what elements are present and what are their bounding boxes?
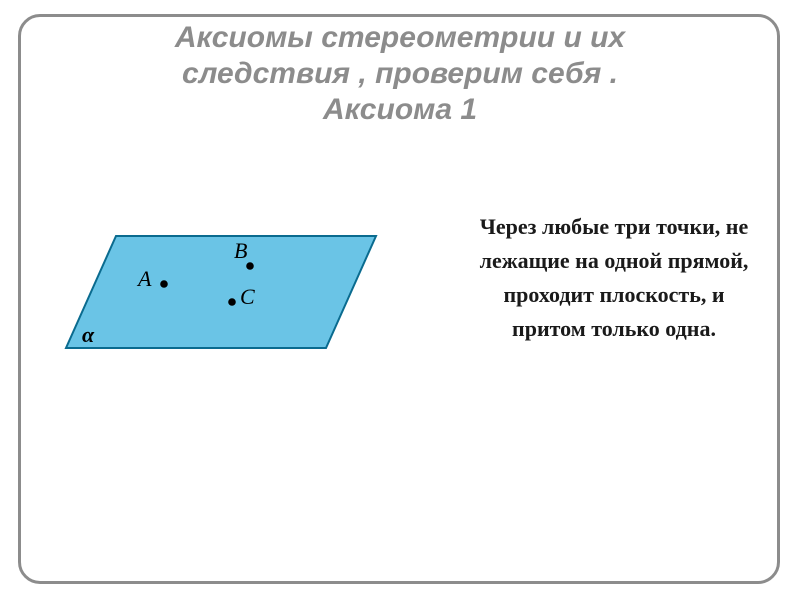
point-c-dot [228, 298, 236, 306]
point-b-dot [246, 262, 254, 270]
point-c-label: C [240, 284, 255, 309]
slide-title: Аксиомы стереометрии и их следствия , пр… [0, 20, 800, 128]
alpha-label: α [82, 322, 95, 347]
point-b-label: B [234, 238, 247, 263]
title-line-2: следствия , проверим себя . [0, 56, 800, 92]
axiom-text: Через любые три точки, не лежащие на одн… [464, 210, 764, 346]
title-line-1: Аксиомы стереометрии и их [0, 20, 800, 56]
title-line-3: Аксиома 1 [0, 92, 800, 128]
plane-polygon [66, 236, 376, 348]
plane-diagram: α A BC [36, 218, 406, 388]
point-a-dot [160, 280, 168, 288]
point-a-label: A [136, 266, 152, 291]
